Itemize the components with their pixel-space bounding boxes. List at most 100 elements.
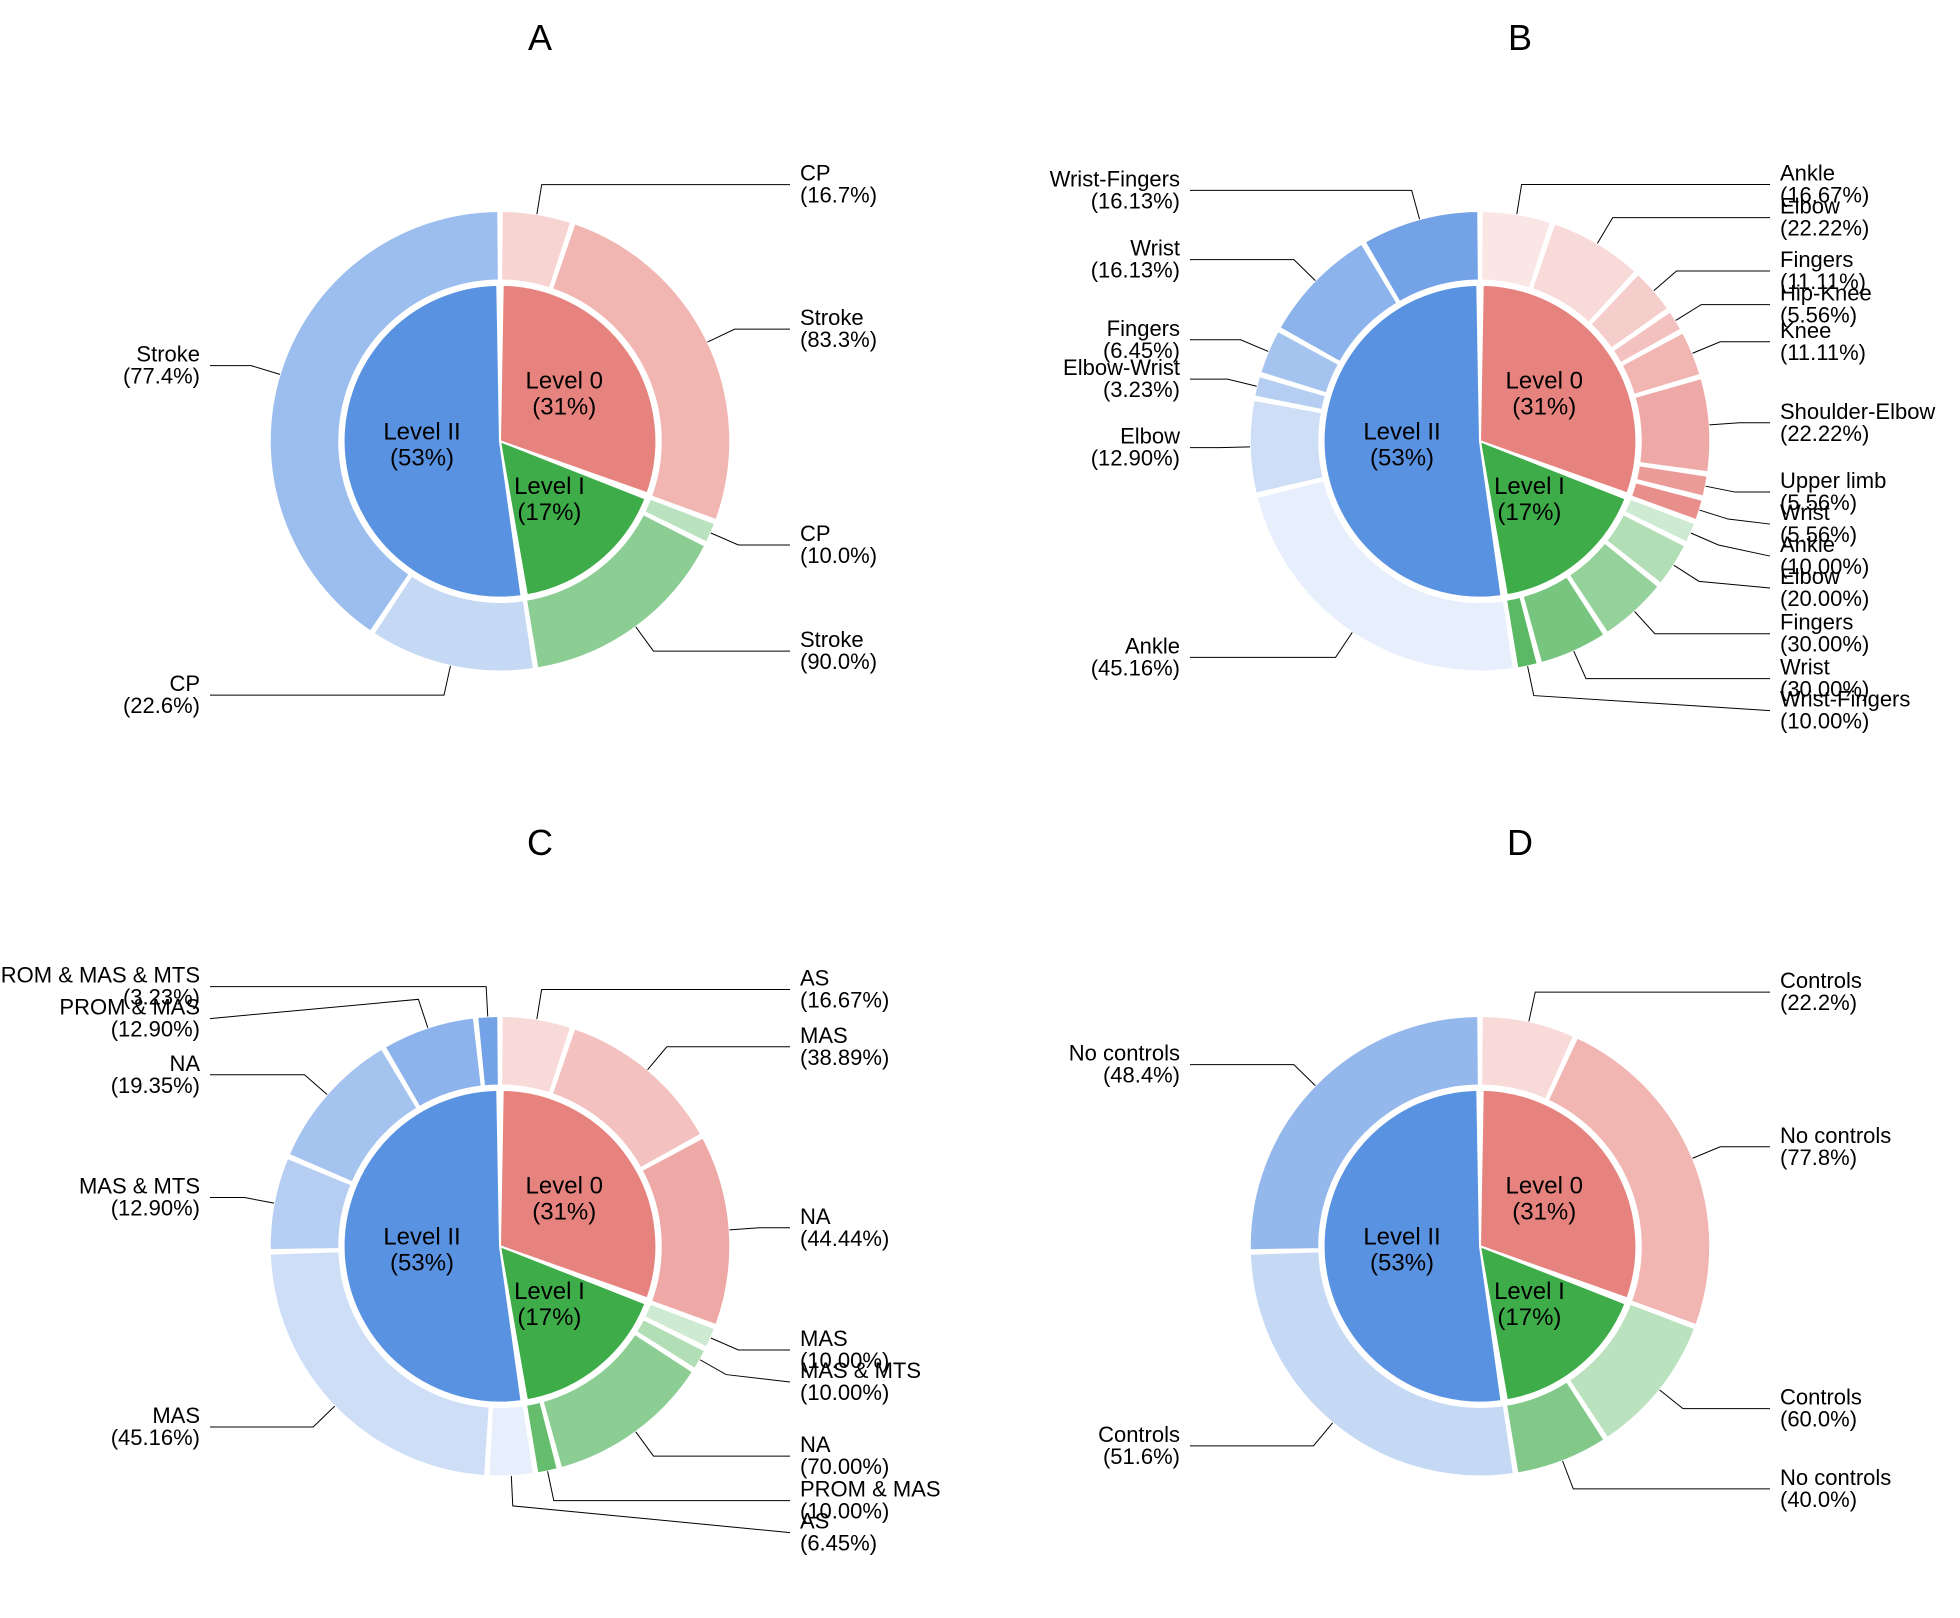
inner-label: Level 0 <box>526 1173 603 1200</box>
slice-pct: (10.00%) <box>1780 709 1869 734</box>
slice-pct: (20.00%) <box>1780 586 1869 611</box>
leader-line <box>1709 423 1770 425</box>
leader-line <box>537 185 790 215</box>
inner-label-pct: (17%) <box>517 1304 581 1331</box>
inner-label-pct: (17%) <box>1497 499 1561 526</box>
inner-label: Level 0 <box>1506 1173 1583 1200</box>
inner-label: Level II <box>383 1223 460 1250</box>
leader-line <box>210 1406 335 1427</box>
leader-line <box>1660 1390 1770 1409</box>
figure-grid: ALevel 0(31%)Level I(17%)Level II(53%)CP… <box>20 20 1940 1598</box>
inner-label-pct: (17%) <box>517 499 581 526</box>
slice-pct: (16.13%) <box>1091 188 1180 213</box>
slice-pct: (12.90%) <box>1091 446 1180 471</box>
leader-line <box>636 627 790 651</box>
inner-label: Level I <box>514 1278 585 1305</box>
slice-pct: (16.7%) <box>800 183 877 208</box>
inner-label-pct: (17%) <box>1497 1304 1561 1331</box>
slice-pct: (12.90%) <box>111 1196 200 1221</box>
inner-label: Level II <box>383 418 460 445</box>
leader-line <box>708 329 790 342</box>
leader-line <box>1676 305 1770 321</box>
slice-pct: (6.45%) <box>800 1531 877 1556</box>
inner-label: Level I <box>1494 473 1565 500</box>
leader-line <box>511 1476 790 1533</box>
leader-line <box>1190 379 1257 386</box>
panel-A: ALevel 0(31%)Level I(17%)Level II(53%)CP… <box>20 20 980 805</box>
inner-label-pct: (53%) <box>1370 1249 1434 1276</box>
outer-slice <box>1635 378 1710 472</box>
slice-pct: (3.23%) <box>1103 377 1180 402</box>
slice-pct: (16.67%) <box>800 988 889 1013</box>
leader-line <box>210 987 488 1017</box>
inner-label: Level II <box>1363 1223 1440 1250</box>
chart-B: BLevel 0(31%)Level I(17%)Level II(53%)An… <box>1000 20 1960 800</box>
slice-pct: (10.0%) <box>800 543 877 568</box>
leader-line <box>1597 218 1770 244</box>
inner-label: Level 0 <box>1506 368 1583 395</box>
outer-slice <box>489 1405 534 1476</box>
leader-line <box>1706 486 1770 492</box>
slice-pct: (30.00%) <box>1780 632 1869 657</box>
slice-pct: (10.00%) <box>800 1380 889 1405</box>
leader-line <box>210 1198 274 1204</box>
slice-pct: (12.90%) <box>111 1017 200 1042</box>
slice-pct: (22.2%) <box>1780 990 1857 1015</box>
leader-line <box>1190 340 1268 352</box>
slice-pct: (38.89%) <box>800 1045 889 1070</box>
inner-label-pct: (31%) <box>532 1199 596 1226</box>
leader-line <box>1574 651 1770 678</box>
leader-line <box>1691 533 1770 556</box>
leader-line <box>1529 992 1770 1021</box>
leader-line <box>711 1338 790 1350</box>
leader-line <box>210 666 450 695</box>
leader-line <box>1635 611 1770 633</box>
inner-label-pct: (53%) <box>390 1249 454 1276</box>
slice-pct: (11.11%) <box>1780 340 1866 365</box>
leader-line <box>648 1047 790 1070</box>
slice-pct: (45.16%) <box>111 1425 200 1450</box>
slice-pct: (44.44%) <box>800 1226 889 1251</box>
inner-label-pct: (31%) <box>1512 394 1576 421</box>
panel-D: DLevel 0(31%)Level I(17%)Level II(53%)Co… <box>1000 825 1960 1610</box>
leader-line <box>210 999 428 1027</box>
leader-line <box>1563 1461 1770 1489</box>
slice-pct: (77.4%) <box>123 364 200 389</box>
leader-line <box>1190 190 1420 219</box>
leader-line <box>1190 447 1250 448</box>
leader-line <box>210 1075 327 1095</box>
leader-line <box>700 1360 790 1382</box>
slice-pct: (22.22%) <box>1780 216 1869 241</box>
leader-line <box>1528 666 1770 710</box>
inner-label: Level I <box>1494 1278 1565 1305</box>
panel-label: A <box>528 17 552 58</box>
slice-pct: (22.6%) <box>123 693 200 718</box>
inner-label-pct: (53%) <box>390 444 454 471</box>
slice-pct: (16.13%) <box>1091 258 1180 283</box>
leader-line <box>711 533 790 545</box>
inner-label-pct: (53%) <box>1370 444 1434 471</box>
leader-line <box>1190 632 1352 657</box>
inner-label-pct: (31%) <box>532 394 596 421</box>
slice-pct: (83.3%) <box>800 327 877 352</box>
slice-pct: (77.8%) <box>1780 1145 1857 1170</box>
slice-pct: (22.22%) <box>1780 421 1869 446</box>
leader-line <box>548 1471 790 1500</box>
leader-line <box>636 1432 790 1456</box>
slice-pct: (45.16%) <box>1091 655 1180 680</box>
leader-line <box>1190 1423 1333 1446</box>
slice-pct: (40.0%) <box>1780 1487 1857 1512</box>
leader-line <box>1674 565 1770 588</box>
leader-line <box>1654 271 1770 291</box>
panel-B: BLevel 0(31%)Level I(17%)Level II(53%)An… <box>1000 20 1960 805</box>
inner-label: Level II <box>1363 418 1440 445</box>
leader-line <box>537 990 790 1020</box>
slice-pct: (70.00%) <box>800 1454 889 1479</box>
leader-line <box>1699 510 1770 524</box>
slice-pct: (48.4%) <box>1103 1063 1180 1088</box>
slice-pct: (60.0%) <box>1780 1407 1857 1432</box>
leader-line <box>1693 342 1770 353</box>
panel-C: CLevel 0(31%)Level I(17%)Level II(53%)AS… <box>20 825 980 1610</box>
inner-label: Level I <box>514 473 585 500</box>
leader-line <box>1190 260 1315 281</box>
